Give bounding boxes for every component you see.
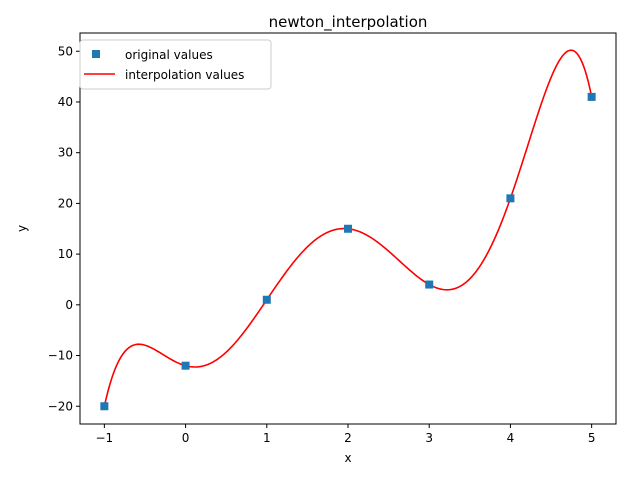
y-tick-label: 20 [58,196,73,210]
x-tick-label: 4 [507,431,515,445]
plot-area [100,49,596,411]
legend-marker-original-values [92,50,100,58]
y-tick-label: 30 [58,146,73,160]
data-point-marker [344,224,352,233]
chart-title: newton_interpolation [269,13,428,32]
axes-frame [79,32,617,425]
legend-label-original-values: original values [125,48,213,62]
data-point-marker [100,402,109,411]
legend-box [79,39,272,90]
x-tick-label: 5 [588,431,596,445]
x-tick-label: 0 [182,431,190,445]
legend: original values interpolation values [79,39,272,90]
data-point-marker [425,280,434,289]
x-axis-label: x [344,451,351,465]
x-tick-label: −1 [96,431,114,445]
data-point-marker [262,295,271,304]
y-axis-label: y [15,225,29,232]
x-tick-label: 1 [263,431,271,445]
y-tick-label: 10 [58,247,73,261]
data-point-marker [587,92,596,101]
y-tick-label: 40 [58,95,73,109]
x-tick-label: 2 [344,431,352,445]
y-tick-label: 0 [65,298,73,312]
y-tick-label: 50 [58,44,73,58]
y-tick-label: −20 [48,399,73,413]
legend-label-interpolation-values: interpolation values [125,68,244,82]
data-point-marker [181,361,190,370]
data-point-marker [506,194,515,203]
x-tick-label: 3 [425,431,433,445]
y-tick-label: −10 [48,349,73,363]
